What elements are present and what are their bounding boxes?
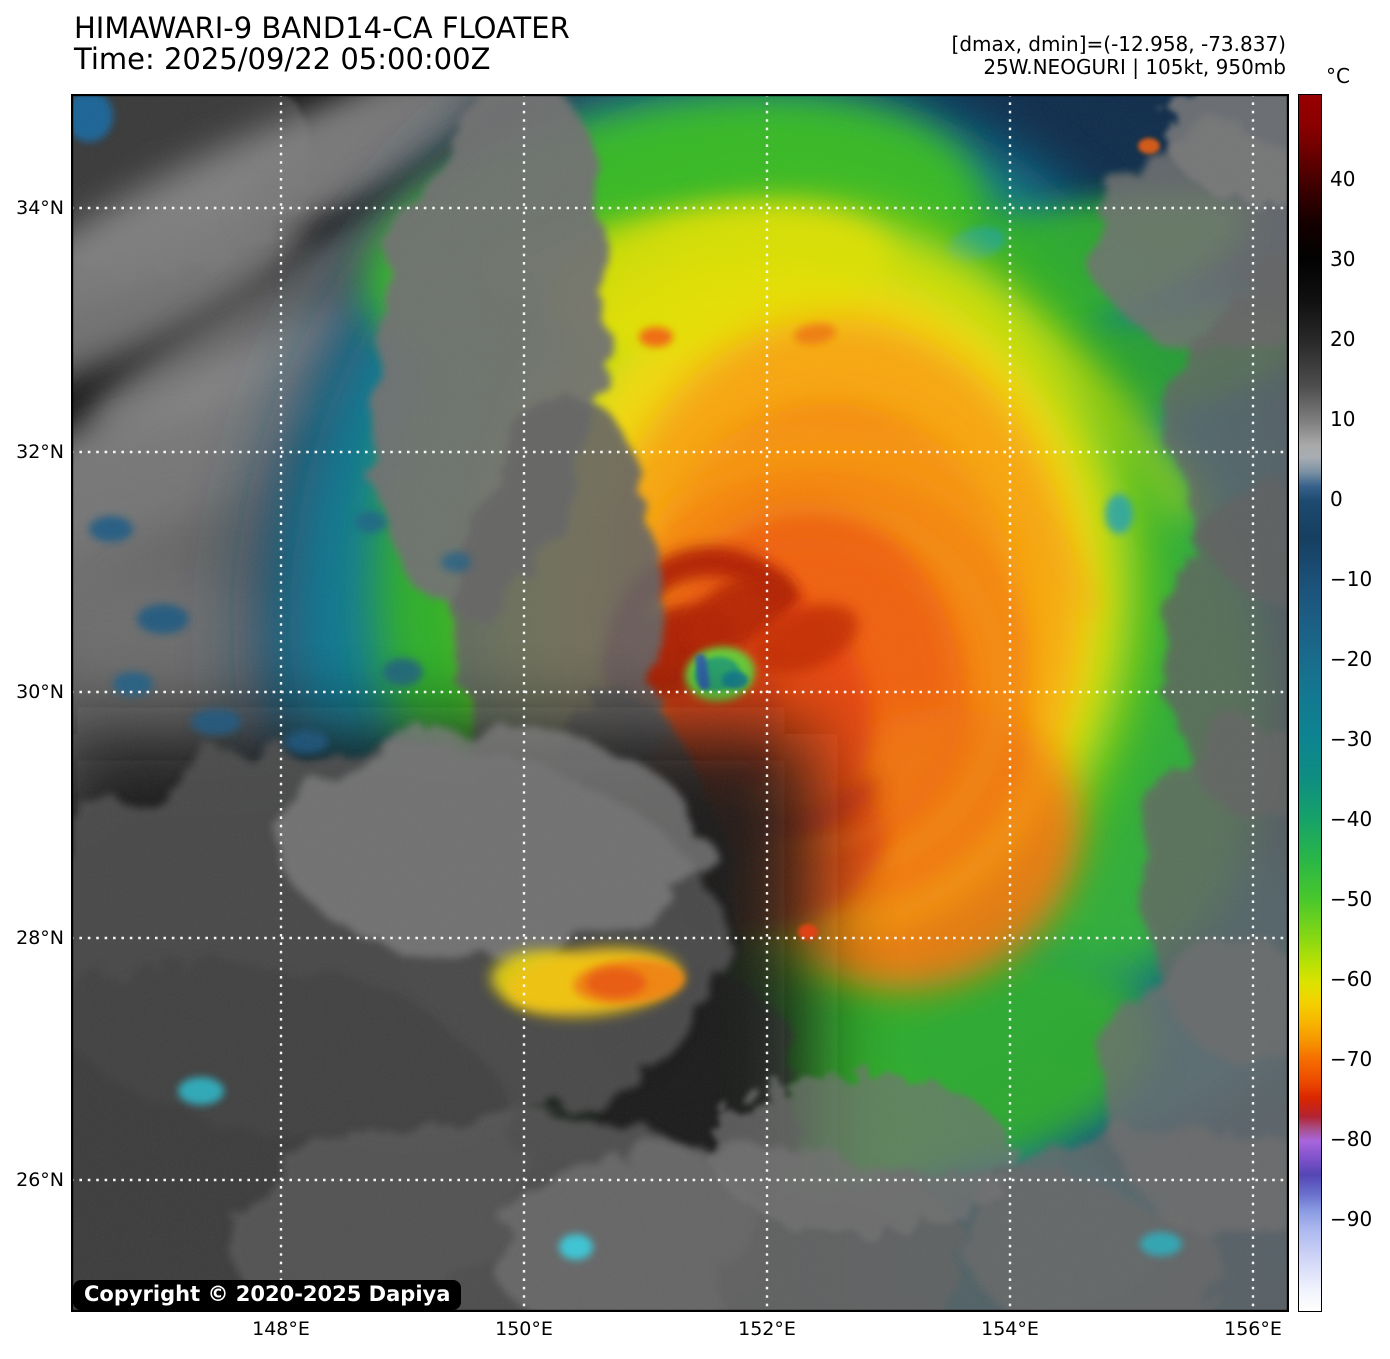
colorbar-tick-m50: −50 xyxy=(1330,887,1373,911)
temperature-colorbar xyxy=(1298,94,1322,1312)
lat-label-30n: 30°N xyxy=(16,681,64,703)
colorbar-tick-m90: −90 xyxy=(1330,1207,1373,1231)
colorbar-tick-m30: −30 xyxy=(1330,727,1373,751)
colorbar-tick-20: 20 xyxy=(1330,327,1356,351)
lat-label-28n: 28°N xyxy=(16,927,64,949)
colorbar-tick-m10: −10 xyxy=(1330,567,1373,591)
colorbar-tick-m20: −20 xyxy=(1330,647,1373,671)
lon-label-148e: 148°E xyxy=(252,1318,310,1340)
gridlines-layer xyxy=(71,94,1289,1312)
product-title: HIMAWARI-9 BAND14-CA FLOATER xyxy=(74,11,570,45)
lon-label-156e: 156°E xyxy=(1224,1318,1282,1340)
colorbar-unit-label: °C xyxy=(1326,64,1350,88)
lat-label-34n: 34°N xyxy=(16,197,64,219)
dmax-dmin-annotation: [dmax, dmin]=(-12.958, -73.837) xyxy=(951,32,1286,56)
storm-info-annotation: 25W.NEOGURI | 105kt, 950mb xyxy=(983,55,1286,79)
copyright-badge: Copyright © 2020-2025 Dapiya xyxy=(73,1280,462,1310)
colorbar-tick-m70: −70 xyxy=(1330,1047,1373,1071)
annotations: [dmax, dmin]=(-12.958, -73.837) 25W.NEOG… xyxy=(952,33,1286,79)
colorbar-tick-10: 10 xyxy=(1330,407,1356,431)
lon-label-152e: 152°E xyxy=(738,1318,796,1340)
lat-label-26n: 26°N xyxy=(16,1169,64,1191)
header: HIMAWARI-9 BAND14-CA FLOATER Time: 2025/… xyxy=(74,13,570,75)
plot-border xyxy=(71,94,1289,1312)
lon-label-150e: 150°E xyxy=(495,1318,553,1340)
colorbar-tick-m80: −80 xyxy=(1330,1127,1373,1151)
colorbar-tick-40: 40 xyxy=(1330,167,1356,191)
colorbar-tick-0: 0 xyxy=(1330,487,1343,511)
lat-label-32n: 32°N xyxy=(16,441,64,463)
colorbar-tick-m60: −60 xyxy=(1330,967,1373,991)
satellite-image xyxy=(71,94,1289,1312)
lon-label-154e: 154°E xyxy=(981,1318,1039,1340)
grain-texture xyxy=(71,94,1289,1312)
product-time: Time: 2025/09/22 05:00:00Z xyxy=(74,42,491,76)
colorbar-tick-30: 30 xyxy=(1330,247,1356,271)
colorbar-tick-m40: −40 xyxy=(1330,807,1373,831)
satellite-map xyxy=(71,94,1289,1312)
